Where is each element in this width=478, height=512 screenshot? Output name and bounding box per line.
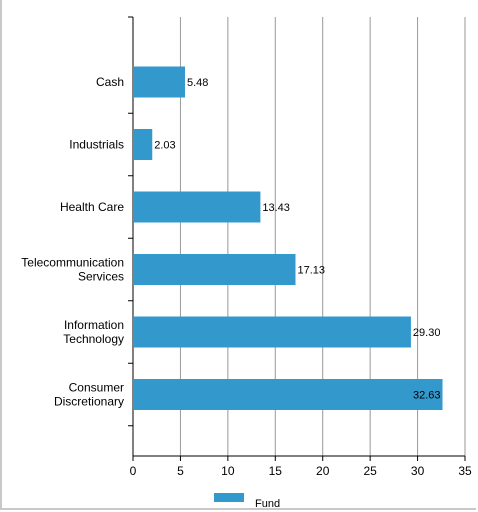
category-label: Technology	[63, 332, 124, 346]
x-tick-label: 0	[130, 464, 137, 478]
category-label: Telecommunication	[21, 256, 124, 270]
legend-swatch	[214, 493, 244, 502]
category-label: Industrials	[69, 138, 124, 152]
x-tick-label: 15	[269, 464, 283, 478]
bar-2	[133, 191, 261, 223]
category-label: Health Care	[60, 200, 124, 214]
bar-0	[133, 66, 185, 98]
bar-1	[133, 129, 153, 160]
category-label: Consumer	[69, 381, 124, 395]
x-tick-label: 35	[458, 464, 472, 478]
data-label: 29.30	[413, 327, 441, 339]
x-tick-label: 25	[363, 464, 377, 478]
bar-5	[133, 379, 443, 410]
data-label: 17.13	[297, 265, 325, 277]
category-label: Discretionary	[54, 395, 124, 409]
category-label: Services	[78, 270, 124, 284]
data-label: 2.03	[154, 140, 175, 152]
category-label: Cash	[96, 75, 124, 89]
x-tick-label: 5	[177, 464, 184, 478]
x-tick-label: 10	[221, 464, 235, 478]
category-label: Information	[64, 318, 124, 332]
legend-label: Fund	[255, 498, 280, 510]
x-tick-label: 30	[411, 464, 425, 478]
bar-3	[133, 254, 296, 285]
x-tick-label: 20	[316, 464, 330, 478]
data-label: 5.48	[187, 77, 208, 89]
bar-4	[133, 316, 411, 348]
data-label: 13.43	[262, 202, 290, 214]
data-label: 32.63	[413, 390, 441, 402]
